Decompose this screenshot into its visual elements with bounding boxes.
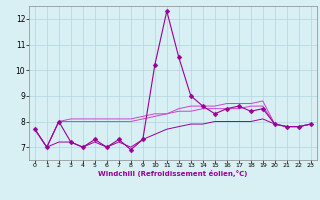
X-axis label: Windchill (Refroidissement éolien,°C): Windchill (Refroidissement éolien,°C) (98, 170, 247, 177)
